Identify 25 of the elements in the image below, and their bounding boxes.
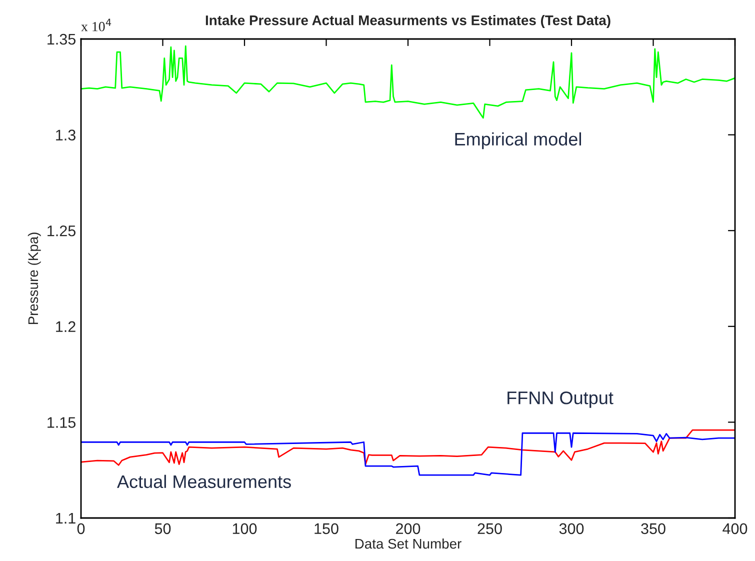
series-label: FFNN Output — [508, 391, 614, 408]
y-tick-label: 1.35 — [48, 34, 76, 45]
chart-title: Intake Pressure Actual Measurments vs Estimates (Test Data) — [206, 15, 610, 28]
y-tick-label: 1.15 — [48, 417, 76, 428]
line-series — [81, 432, 735, 476]
x-tick-label: 200 — [396, 523, 420, 534]
series-label: Actual Measurements — [117, 474, 291, 488]
x-tick-label: 400 — [722, 523, 748, 534]
x-tick-label: 50 — [154, 523, 171, 534]
x-tick-label: 100 — [232, 523, 257, 534]
y-tick-label: 1.25 — [48, 225, 76, 236]
x-tick-label: 350 — [641, 523, 666, 534]
x-tick-label: 250 — [478, 523, 502, 534]
x-tick-label: 0 — [77, 523, 85, 534]
x-tick-label: 300 — [559, 523, 584, 534]
x-tick-label: 150 — [314, 523, 338, 534]
y-tick-label: 1.3 — [56, 130, 76, 140]
y-axis-title: Pressure (Kpa) — [28, 232, 41, 324]
series-label: Empirical model — [455, 132, 582, 150]
text: x 10$^{4}$ — [81, 18, 112, 32]
line-series — [81, 429, 735, 466]
line-series — [81, 45, 735, 119]
y-tick-label: 1.1 — [56, 513, 76, 524]
x-axis-title: Data Set Number — [355, 538, 462, 549]
y-tick-label: 1.2 — [56, 321, 76, 332]
